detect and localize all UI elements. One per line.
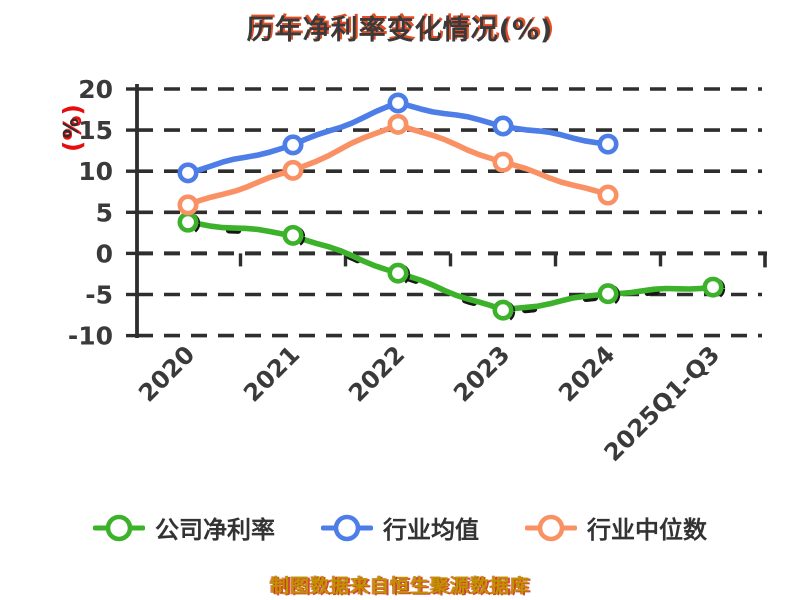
marker-sketch-ring bbox=[492, 300, 516, 323]
x-tick-label: 2021 bbox=[238, 340, 305, 407]
legend-marker-industry-mean bbox=[321, 514, 373, 541]
legend-item-industry-median: 行业中位数 bbox=[525, 510, 707, 545]
marker-sketch-ring bbox=[702, 277, 726, 300]
legend: 公司净利率 行业均值 行业中位数 bbox=[0, 510, 800, 545]
marker-sketch-ring bbox=[597, 283, 621, 307]
y-tick-label: 15 bbox=[78, 116, 113, 145]
x-tick-label: 2023 bbox=[448, 340, 515, 407]
data-point-marker bbox=[387, 113, 409, 135]
y-tick-label: -10 bbox=[68, 322, 113, 351]
data-point-marker bbox=[282, 224, 304, 246]
legend-label-company-net-margin: 公司净利率 bbox=[155, 516, 275, 544]
data-point-marker bbox=[387, 92, 409, 114]
marker-sketch-ring bbox=[387, 263, 411, 286]
y-tick-label: 5 bbox=[96, 198, 113, 227]
data-point-marker bbox=[177, 211, 199, 233]
data-point-marker bbox=[282, 134, 304, 156]
data-point-marker bbox=[492, 115, 514, 137]
series-sketch-underlay bbox=[186, 221, 718, 316]
legend-marker-industry-median bbox=[525, 514, 577, 541]
data-point-marker bbox=[282, 159, 304, 181]
x-tick-label: 2020 bbox=[133, 340, 200, 407]
data-point-marker bbox=[492, 151, 514, 173]
x-tick-label: 2022 bbox=[343, 340, 410, 407]
series-line-2 bbox=[185, 121, 611, 208]
marker-sketch-ring bbox=[282, 225, 306, 249]
data-source-caption: 制图数据来自恒生聚源数据库 bbox=[269, 575, 530, 597]
data-point-marker bbox=[177, 162, 199, 184]
y-tick-label: 20 bbox=[78, 75, 113, 104]
y-tick-label: 10 bbox=[78, 157, 113, 186]
x-tick-label: 2024 bbox=[553, 340, 620, 407]
data-point-marker bbox=[387, 262, 409, 284]
legend-marker-company-net-margin bbox=[93, 514, 145, 541]
chart-title: 历年净利率变化情况(%) bbox=[246, 15, 554, 46]
y-tick-label: -5 bbox=[85, 281, 113, 310]
legend-item-industry-mean: 行业均值 bbox=[321, 510, 479, 545]
legend-label-industry-mean: 行业均值 bbox=[383, 516, 479, 544]
data-point-marker bbox=[177, 194, 199, 216]
data-point-marker bbox=[597, 184, 619, 206]
legend-label-industry-median: 行业中位数 bbox=[587, 516, 707, 544]
data-point-marker bbox=[492, 299, 514, 321]
data-point-marker bbox=[597, 283, 619, 305]
legend-item-company-net-margin: 公司净利率 bbox=[93, 510, 275, 545]
data-point-marker bbox=[597, 133, 619, 155]
series-line-0 bbox=[185, 219, 716, 313]
data-point-marker bbox=[702, 276, 724, 298]
y-tick-label: 0 bbox=[96, 239, 113, 268]
marker-sketch-ring bbox=[177, 212, 201, 235]
